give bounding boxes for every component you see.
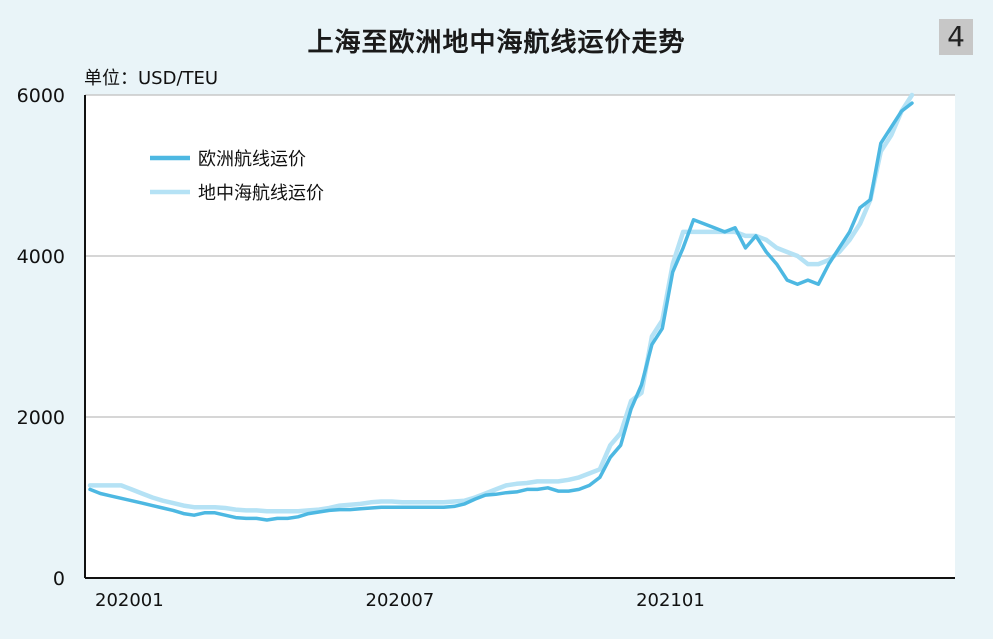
legend-label: 地中海航线运价 (198, 183, 324, 204)
x-tick-label: 202001 (95, 590, 164, 611)
x-tick-label: 202007 (366, 590, 435, 611)
series-line-2 (87, 92, 915, 514)
gridlines (85, 94, 955, 578)
y-tick-label: 4000 (17, 246, 65, 268)
x-axis-tick-labels: 202001 202007 202101 (95, 590, 705, 611)
x-tick-label: 202101 (636, 590, 705, 611)
chart-title: 上海至欧洲地中海航线运价走势 (307, 28, 686, 58)
axes (84, 95, 955, 579)
page-number-badge: 4 (939, 19, 973, 55)
y-tick-label: 2000 (17, 407, 65, 429)
y-tick-label: 0 (53, 568, 65, 590)
y-axis-tick-labels: 0 2000 4000 6000 (17, 85, 65, 590)
unit-label: 单位：USD/TEU (84, 68, 219, 89)
series-line-1 (88, 101, 914, 522)
legend-label: 欧洲航线运价 (198, 149, 306, 170)
y-tick-label: 6000 (17, 85, 65, 107)
plot-area (85, 95, 955, 578)
series-lines (87, 92, 915, 522)
